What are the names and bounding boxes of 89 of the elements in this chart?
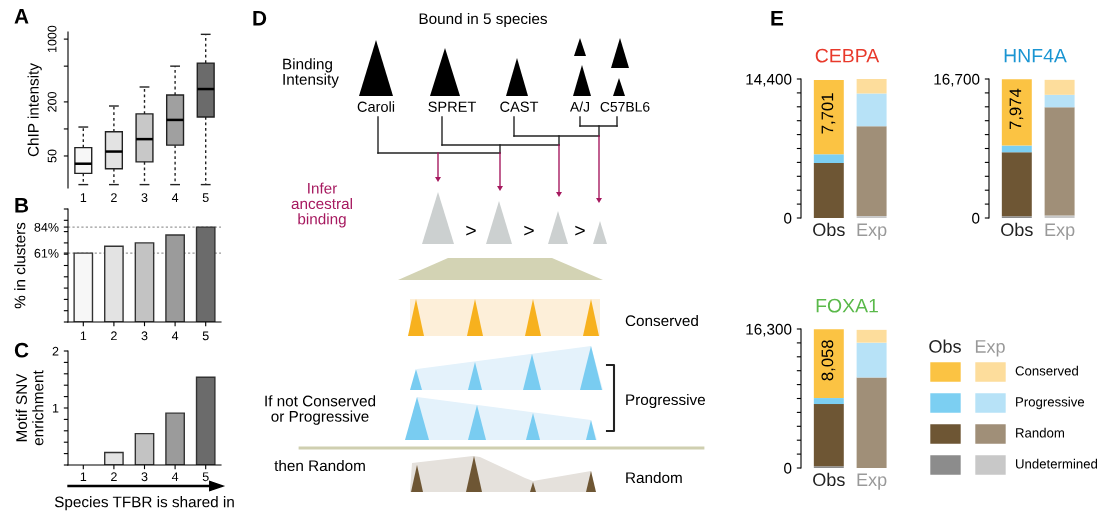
- x-tick-label: 1: [80, 193, 87, 202]
- data-label: 8,058: [821, 340, 836, 381]
- x-axis-title: Species TFBR is shared in: [54, 496, 234, 511]
- bar: [165, 412, 185, 465]
- text: Random: [626, 471, 682, 484]
- y-tick-label: 1000: [47, 25, 57, 53]
- y-axis-title: ChIP intensity: [27, 63, 42, 157]
- x-tick-label: 3: [141, 193, 148, 203]
- y-tick-label: 50: [47, 149, 57, 163]
- text: D: [253, 11, 267, 26]
- text: >: [466, 225, 476, 236]
- text: A/J: [569, 101, 589, 112]
- data-label: 7,701: [821, 93, 836, 134]
- chart-title: HNF4A: [1004, 48, 1067, 63]
- text: Caroli: [357, 101, 395, 112]
- x-tick-label: 5: [202, 193, 209, 203]
- x-tick-label: 4: [171, 193, 179, 202]
- y-tick-label: 0: [972, 212, 980, 224]
- bar: [856, 329, 887, 343]
- x-tick-label: Exp: [1045, 223, 1075, 240]
- x-tick-label: 1: [80, 472, 87, 481]
- text: then Random: [274, 459, 365, 472]
- bar: [134, 432, 155, 465]
- y-tick-label: 0: [784, 212, 792, 224]
- text: Infer ancestral binding: [291, 182, 352, 228]
- x-tick-label: 1: [80, 331, 87, 341]
- x-tick-label: 5: [202, 472, 209, 482]
- bar: [856, 342, 887, 378]
- legend-label: Conserved: [1015, 365, 1078, 376]
- text: E: [771, 11, 784, 26]
- bar: [813, 162, 844, 218]
- bar: [104, 451, 124, 465]
- legend-label: Random: [1016, 427, 1064, 438]
- text: C57BL6: [600, 101, 650, 112]
- text: >: [575, 225, 585, 236]
- x-tick-label: 3: [141, 472, 148, 482]
- bar: [813, 79, 844, 155]
- y-tick-label: 0: [784, 462, 792, 474]
- text: CAST: [500, 101, 539, 112]
- text: SPRET: [428, 101, 476, 112]
- x-tick-label: 2: [111, 193, 117, 202]
- text: B: [15, 198, 29, 213]
- x-tick-label: 3: [141, 331, 148, 341]
- x-tick-label: 4: [171, 331, 179, 341]
- bar: [195, 376, 216, 465]
- text: Conserved: [625, 314, 698, 327]
- y-tick-label: 16,300: [746, 323, 792, 337]
- x-tick-label: Exp: [857, 473, 887, 490]
- text: C: [14, 342, 29, 358]
- bar: [813, 404, 844, 467]
- chart-title: FOXA1: [816, 298, 878, 313]
- legend-label: Undetermined: [1016, 458, 1098, 469]
- x-tick-label: Exp: [857, 223, 887, 240]
- y-tick-label: 61%: [34, 248, 59, 258]
- bar: [856, 377, 887, 468]
- bar: [856, 126, 887, 217]
- y-tick-label: 2: [52, 346, 59, 356]
- y-axis-title: % in clusters: [14, 222, 26, 309]
- text: If not Conserved or Progressive: [265, 395, 376, 425]
- bar: [104, 245, 124, 322]
- y-axis-title: Motif SNV enrichment: [15, 370, 44, 446]
- data-label: 7,974: [1009, 88, 1024, 130]
- chart-title: CEBPA: [815, 48, 880, 63]
- x-tick-label: 2: [111, 472, 117, 481]
- x-tick-label: 5: [202, 331, 209, 341]
- bar: [813, 154, 844, 163]
- legend-label: Progressive: [1016, 396, 1085, 410]
- bar: [73, 252, 94, 322]
- text: A: [14, 9, 29, 24]
- bar: [856, 79, 887, 94]
- x-tick-label: 4: [171, 472, 179, 481]
- text: Progressive: [626, 393, 705, 409]
- x-tick-label: 2: [111, 331, 117, 341]
- bar: [813, 329, 844, 399]
- y-tick-label: 16,700: [934, 73, 980, 87]
- bar: [813, 398, 844, 405]
- text: >: [524, 225, 534, 236]
- text: Bound in 5 species: [419, 12, 547, 28]
- x-tick-label: Obs: [813, 472, 845, 487]
- y-tick-label: 1: [52, 403, 59, 413]
- x-tick-label: Obs: [1001, 222, 1033, 237]
- x-tick-label: Obs: [813, 222, 845, 237]
- y-tick-label: 14,400: [746, 73, 792, 87]
- y-tick-label: 84%: [34, 222, 59, 232]
- y-tick-label: 200: [47, 91, 57, 112]
- bar: [195, 226, 216, 322]
- bar: [856, 93, 887, 127]
- bar: [134, 242, 155, 322]
- text: Binding Intensity: [283, 58, 339, 88]
